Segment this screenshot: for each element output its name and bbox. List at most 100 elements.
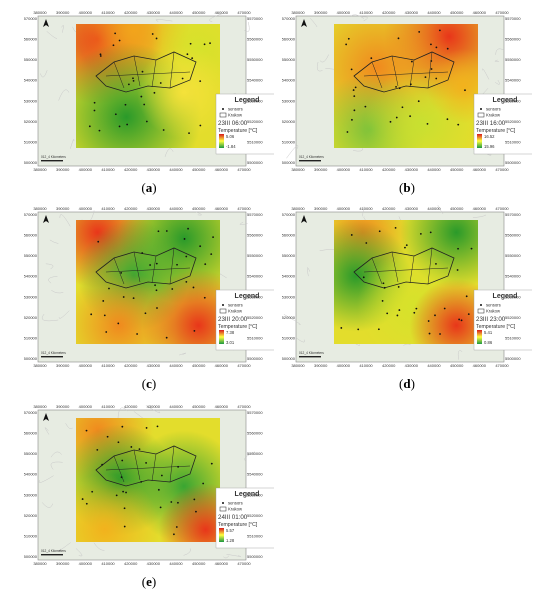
north-arrow-icon (301, 19, 307, 27)
y-tick-left: 5530000 (24, 294, 38, 299)
panel-caption: (c) (24, 376, 274, 392)
basemap-road (223, 555, 230, 559)
sensor-point (191, 57, 194, 60)
basemap-road (49, 239, 59, 244)
y-tick-left: 5510000 (24, 335, 38, 340)
sensor-point (430, 60, 433, 62)
scale-bar-label: 012_4 Kilometers (299, 155, 324, 159)
basemap-road (58, 89, 70, 101)
sensor-point (435, 46, 438, 49)
y-tick-left: 5570000 (24, 410, 38, 415)
sensor-point (185, 255, 188, 258)
sensor-point (165, 336, 168, 339)
krakow-boundary (95, 445, 197, 487)
panel-caption: (b) (282, 180, 532, 196)
y-tick-left: 5540000 (24, 274, 38, 279)
y-tick-right: 5530000 (247, 492, 263, 497)
sensor-point (352, 89, 355, 91)
y-tick-left: 5530000 (282, 98, 296, 103)
legend-area-label: Krakow (486, 113, 501, 118)
y-tick-left: 5560000 (282, 233, 296, 238)
x-tick-bottom: 410000 (101, 167, 115, 172)
y-tick-right: 5510000 (247, 335, 263, 340)
basemap-road (244, 451, 255, 461)
caption-letter: e (146, 574, 152, 589)
x-tick-top: 460000 (473, 10, 487, 15)
x-tick-bottom: 390000 (56, 561, 70, 566)
x-tick-bottom: 400000 (337, 167, 351, 172)
sensor-point (170, 501, 173, 503)
sensor-point (398, 309, 401, 311)
scale-bar-label: 012_4 Kilometers (41, 351, 66, 355)
caption-close: ) (410, 180, 415, 195)
scale-bar (41, 356, 63, 358)
y-tick-right: 5560000 (247, 431, 263, 436)
legend-sensor-icon (480, 304, 482, 306)
sensor-point (413, 311, 416, 314)
scale-bar (299, 356, 321, 358)
basemap-road (319, 54, 329, 63)
basemap-road (50, 451, 62, 458)
basemap-road (179, 352, 187, 356)
sensor-point (177, 465, 180, 468)
caption-open: ( (399, 376, 404, 391)
x-tick-bottom: 460000 (215, 167, 229, 172)
legend-box (215, 487, 274, 549)
sensor-point (97, 240, 100, 243)
x-tick-bottom: 450000 (450, 167, 464, 172)
sensor-point (120, 272, 123, 274)
x-tick-bottom: 400000 (79, 561, 93, 566)
x-tick-bottom: 410000 (359, 167, 373, 172)
sensor-point (354, 86, 357, 89)
krakow-boundary (353, 247, 455, 289)
basemap-road (57, 542, 71, 552)
sensor-point (145, 120, 148, 123)
y-tick-right: 5540000 (247, 472, 263, 477)
basemap-road (209, 13, 224, 22)
x-tick-bottom: 390000 (56, 363, 70, 368)
x-tick-top: 440000 (427, 10, 441, 15)
sensor-point (112, 44, 115, 47)
x-tick-bottom: 440000 (427, 363, 441, 368)
basemap-road (75, 548, 83, 557)
sensor-point (389, 120, 392, 123)
basemap-road (51, 290, 64, 294)
legend-area-label: Krakow (228, 309, 243, 314)
sensor-point (123, 525, 126, 528)
y-tick-right: 5530000 (505, 294, 521, 299)
sensor-point (187, 227, 189, 230)
legend-box (473, 93, 532, 155)
x-tick-bottom: 420000 (382, 363, 396, 368)
x-tick-top: 430000 (147, 206, 161, 211)
y-tick-right: 5550000 (247, 57, 263, 62)
caption-letter: b (403, 180, 411, 195)
y-tick-right: 5500000 (247, 356, 263, 361)
sensor-point (210, 462, 213, 465)
basemap-road (361, 16, 368, 22)
sensor-point (186, 53, 189, 56)
basemap-road (48, 275, 58, 284)
basemap-road (65, 423, 73, 430)
sensor-point (143, 103, 146, 106)
y-tick-left: 5550000 (282, 57, 296, 62)
y-tick-right: 5510000 (505, 139, 521, 144)
caption-letter: a (145, 180, 153, 195)
x-tick-top: 430000 (405, 206, 419, 211)
y-tick-right: 5530000 (505, 98, 521, 103)
sensor-point (183, 238, 186, 240)
sensor-point (130, 446, 133, 448)
timestamp: 23III 16:00 (476, 120, 506, 127)
legend-title: Legend (235, 491, 260, 498)
x-tick-bottom: 430000 (147, 363, 161, 368)
sensor-point (144, 312, 147, 315)
caption-close: ) (151, 574, 157, 589)
x-tick-top: 420000 (382, 206, 396, 211)
sensor-point (457, 247, 459, 250)
legend-area-label: Krakow (228, 113, 243, 118)
x-tick-top: 420000 (124, 206, 138, 211)
y-tick-left: 5540000 (24, 78, 38, 83)
x-tick-bottom: 470000 (237, 167, 251, 172)
sensor-point (155, 289, 158, 292)
sensor-point (346, 131, 349, 133)
